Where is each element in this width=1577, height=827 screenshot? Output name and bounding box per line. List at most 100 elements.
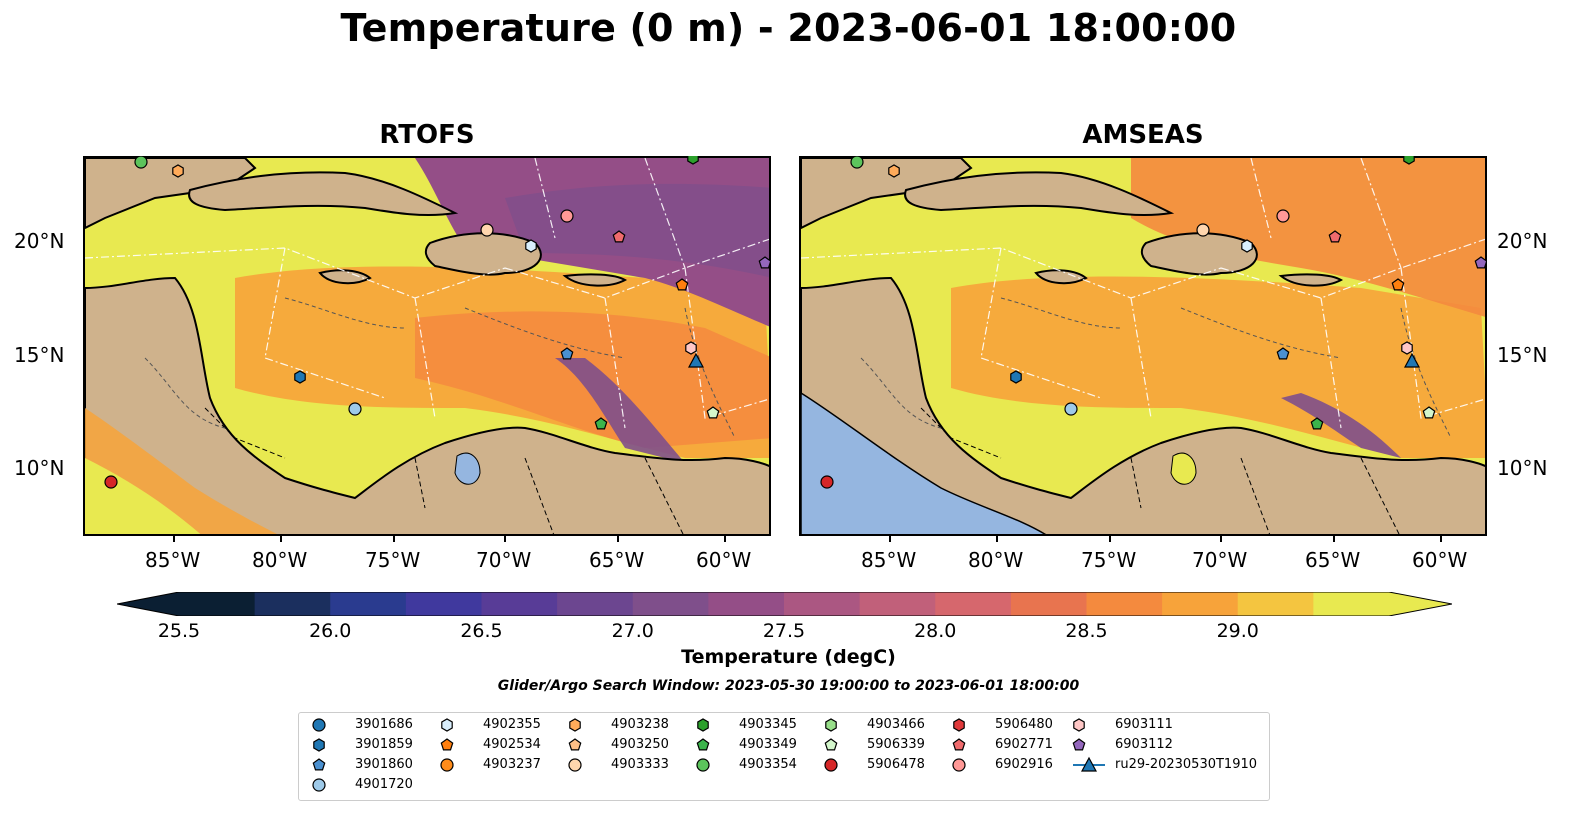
rtofs-lon-tick bbox=[724, 536, 726, 542]
legend-label: 5906480 bbox=[995, 717, 1053, 732]
legend-marker bbox=[824, 738, 838, 751]
platform-marker-6902916 bbox=[1276, 209, 1290, 223]
legend-marker bbox=[696, 738, 710, 751]
legend-label: 3901686 bbox=[355, 717, 413, 732]
legend-label: 4903250 bbox=[611, 737, 669, 752]
platform-marker-5906478 bbox=[104, 475, 118, 489]
platform-marker-4903349 bbox=[594, 417, 608, 430]
legend-circle-marker bbox=[824, 758, 838, 772]
legend-label: 4901720 bbox=[355, 777, 413, 792]
rtofs-lon-tick bbox=[173, 536, 175, 542]
amseas-lon-tick bbox=[889, 536, 891, 542]
legend-label: 3901860 bbox=[355, 757, 413, 772]
amseas-lon-label: 60°W bbox=[1412, 548, 1468, 572]
rtofs-lon-label: 85°W bbox=[145, 548, 201, 572]
legend-pentagon-marker bbox=[824, 738, 838, 751]
platform-marker-5906339 bbox=[1422, 406, 1436, 419]
platform-marker-4903354 bbox=[134, 156, 148, 169]
colorbar-segment bbox=[859, 592, 936, 616]
legend-marker bbox=[312, 758, 326, 771]
platform-marker-4903238 bbox=[888, 164, 900, 178]
legend-label: 5906478 bbox=[867, 757, 925, 772]
legend-triangle-marker bbox=[1080, 756, 1098, 772]
colorbar-tick-label: 27.0 bbox=[611, 620, 654, 642]
platform-marker-4902355 bbox=[525, 239, 537, 253]
colorbar-segment bbox=[1162, 592, 1239, 616]
colorbar-segment bbox=[330, 592, 407, 616]
rtofs-lon-tick bbox=[617, 536, 619, 542]
legend-marker bbox=[312, 718, 326, 732]
rtofs-lon-label: 60°W bbox=[696, 548, 752, 572]
legend-label: 4903333 bbox=[611, 757, 669, 772]
lat-label-right: 20°N bbox=[1497, 229, 1548, 253]
legend-label: 5906339 bbox=[867, 737, 925, 752]
colorbar-segment bbox=[1086, 592, 1163, 616]
legend-marker bbox=[1073, 756, 1105, 772]
legend-marker bbox=[569, 718, 581, 732]
colorbar-extend-low bbox=[117, 592, 179, 616]
colorbar-segment bbox=[1313, 592, 1390, 616]
colorbar-tick-label: 26.0 bbox=[309, 620, 352, 642]
legend-pentagon-marker bbox=[1072, 738, 1086, 751]
platform-marker-4902534 bbox=[675, 278, 689, 291]
colorbar bbox=[117, 592, 1452, 616]
amseas-lon-tick bbox=[996, 536, 998, 542]
legend-marker bbox=[440, 758, 454, 772]
amseas-lon-label: 65°W bbox=[1305, 548, 1361, 572]
lat-label-right: 10°N bbox=[1497, 456, 1548, 480]
platform-marker-6902771 bbox=[1328, 230, 1342, 243]
legend-label: 6902771 bbox=[995, 737, 1053, 752]
platform-marker-4903333 bbox=[480, 223, 494, 237]
colorbar-tick-label: 29.0 bbox=[1216, 620, 1259, 642]
legend-label: 6902916 bbox=[995, 757, 1053, 772]
colorbar-tick-label: 25.5 bbox=[157, 620, 201, 642]
rtofs-markers bbox=[104, 156, 771, 489]
colorbar-segment bbox=[784, 592, 861, 616]
colorbar-segment bbox=[632, 592, 709, 616]
legend-hexagon-marker bbox=[953, 718, 965, 732]
lat-label-left: 15°N bbox=[14, 343, 65, 367]
legend-circle-marker bbox=[312, 718, 326, 732]
rtofs-lon-label: 75°W bbox=[365, 548, 421, 572]
rtofs-map[interactable] bbox=[83, 156, 771, 536]
amseas-lon-tick bbox=[1440, 536, 1442, 542]
platform-marker-4903345 bbox=[1403, 156, 1415, 165]
legend-hexagon-marker bbox=[441, 718, 453, 732]
legend-marker bbox=[697, 718, 709, 732]
legend-label: 4903238 bbox=[611, 717, 669, 732]
legend-label: 4903345 bbox=[739, 717, 797, 732]
legend-circle-marker bbox=[696, 758, 710, 772]
colorbar-segment bbox=[557, 592, 634, 616]
colorbar-segment bbox=[405, 592, 483, 616]
legend-label: 4903466 bbox=[867, 717, 925, 732]
legend-marker bbox=[952, 758, 966, 772]
legend-pentagon-marker bbox=[312, 758, 326, 771]
legend-marker bbox=[696, 758, 710, 772]
legend-marker bbox=[568, 758, 582, 772]
legend-label: 4903349 bbox=[739, 737, 797, 752]
colorbar-segment bbox=[179, 592, 256, 616]
legend-circle-marker bbox=[312, 778, 326, 792]
lat-label-right: 15°N bbox=[1497, 343, 1548, 367]
panel-title-rtofs: RTOFS bbox=[379, 120, 475, 150]
amseas-lon-label: 85°W bbox=[861, 548, 917, 572]
amseas-map[interactable] bbox=[799, 156, 1487, 536]
platform-marker-4903345 bbox=[687, 156, 699, 165]
legend-pentagon-marker bbox=[952, 738, 966, 751]
legend-pentagon-marker bbox=[696, 738, 710, 751]
legend-label: 3901859 bbox=[355, 737, 413, 752]
amseas-lon-tick bbox=[1109, 536, 1111, 542]
colorbar-segment bbox=[1237, 592, 1314, 616]
colorbar-tick-label: 28.5 bbox=[1065, 620, 1108, 642]
legend-marker bbox=[953, 718, 965, 732]
legend-hexagon-marker bbox=[1073, 718, 1085, 732]
legend-marker bbox=[952, 738, 966, 751]
legend-label: ru29-20230530T1910 bbox=[1115, 757, 1258, 772]
platform-marker-4903354 bbox=[850, 156, 864, 169]
legend-circle-marker bbox=[440, 758, 454, 772]
lat-label-left: 10°N bbox=[14, 456, 65, 480]
colorbar-extend-high bbox=[1389, 592, 1452, 616]
platform-marker-4903333 bbox=[1196, 223, 1210, 237]
platform-marker-6903112 bbox=[758, 256, 771, 269]
rtofs-lon-label: 65°W bbox=[589, 548, 645, 572]
